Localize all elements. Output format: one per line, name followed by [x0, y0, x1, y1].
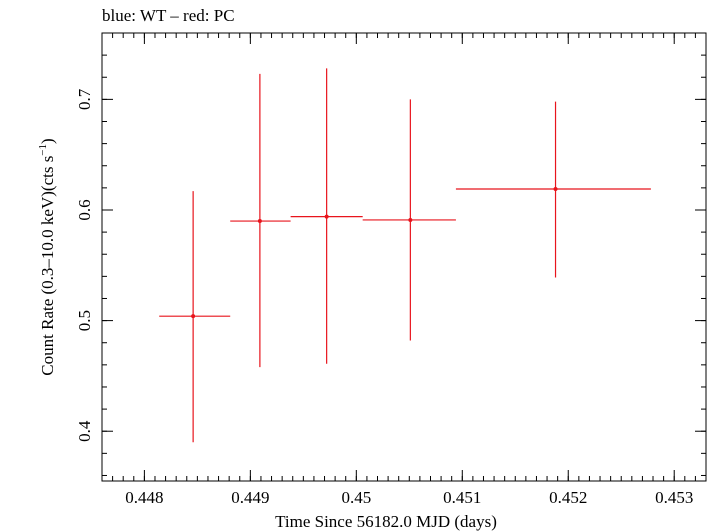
point-marker — [553, 186, 558, 191]
data-points — [159, 68, 651, 443]
point-marker — [191, 314, 196, 319]
x-tick-label: 0.449 — [231, 488, 269, 507]
data-point — [290, 68, 363, 364]
point-marker — [257, 219, 262, 224]
data-point — [455, 101, 651, 278]
axis-ticks — [101, 32, 707, 481]
y-tick-label: 0.5 — [75, 310, 94, 331]
x-tick-label: 0.448 — [125, 488, 163, 507]
point-marker — [324, 214, 329, 219]
chart-title: blue: WT – red: PC — [102, 6, 235, 25]
y-tick-label: 0.6 — [75, 199, 94, 220]
data-point — [362, 99, 456, 341]
data-point — [230, 73, 291, 368]
point-marker — [408, 217, 413, 222]
y-axis-label: Count Rate (0.3–10.0 keV)(cts s−1) — [37, 138, 57, 375]
plot-frame — [101, 32, 707, 482]
x-axis-label: Time Since 56182.0 MJD (days) — [275, 512, 497, 531]
y-tick-label: 0.4 — [75, 420, 94, 442]
x-tick-label: 0.451 — [443, 488, 481, 507]
data-point — [159, 191, 231, 443]
y-axis-label-superscript: −1 — [37, 144, 49, 156]
x-tick-label: 0.452 — [549, 488, 587, 507]
y-tick-label: 0.7 — [75, 88, 94, 110]
x-tick-label: 0.45 — [341, 488, 371, 507]
y-axis-label-main: Count Rate (0.3–10.0 keV)(cts s — [38, 156, 57, 376]
axis-tick-labels: 0.448 0.449 0.45 0.451 0.452 0.453 0.4 0.5 0.6 0.… — [75, 88, 693, 507]
y-axis-label-tail: ) — [38, 138, 57, 144]
x-tick-label: 0.453 — [655, 488, 693, 507]
